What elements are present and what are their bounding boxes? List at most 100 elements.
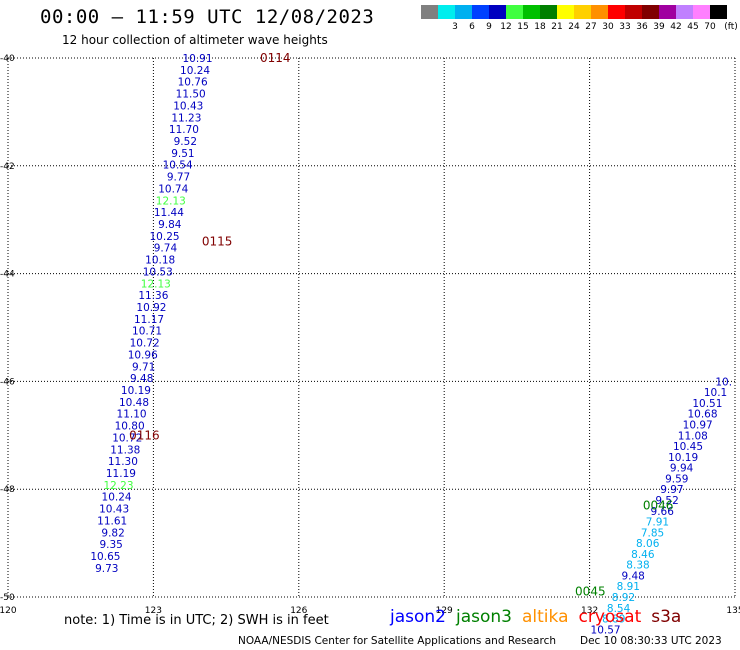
legend-unit: (ft) xyxy=(724,22,738,32)
swh-value: 10.43 xyxy=(99,504,129,516)
satellite-cryosat: cryosat xyxy=(578,607,642,627)
pass-time-label: 0046 xyxy=(643,498,674,512)
y-tick-label: -40 xyxy=(0,54,15,64)
swh-value: 8.92 xyxy=(612,592,635,604)
legend-tick-label: 27 xyxy=(585,22,597,32)
legend-tick-label: 6 xyxy=(469,22,475,32)
y-tick-label: -50 xyxy=(0,593,15,603)
legend-swatch xyxy=(659,5,676,19)
swh-value: 10.96 xyxy=(128,349,158,361)
swh-value: 11.30 xyxy=(108,456,138,468)
swh-value: 9.71 xyxy=(132,361,155,373)
legend-swatch xyxy=(676,5,693,19)
swh-value: 9.35 xyxy=(99,539,122,551)
swh-value: 10. xyxy=(715,376,732,388)
chart-title: 00:00 — 11:59 UTC 12/08/2023 xyxy=(40,6,375,28)
legend-labels: 3 6 9 12 15 18 21 24 27 30 33 36 39 42 45 70 (ft) xyxy=(421,22,740,34)
legend-swatch xyxy=(642,5,659,19)
y-tick-label: -42 xyxy=(0,162,15,172)
swh-value: 9.82 xyxy=(101,527,124,539)
legend-tick-label: 3 xyxy=(452,22,458,32)
swh-value: 12.13 xyxy=(156,195,186,207)
legend-swatches xyxy=(421,5,727,19)
satellite-s3a: s3a xyxy=(651,607,682,627)
color-legend: 3 6 9 12 15 18 21 24 27 30 33 36 39 42 45 70 (ft) xyxy=(421,5,738,32)
legend-swatch xyxy=(574,5,591,19)
swh-value: 9.59 xyxy=(665,473,688,485)
swh-value: 10.1 xyxy=(704,387,727,399)
legend-swatch xyxy=(506,5,523,19)
swh-value: 10.54 xyxy=(163,160,193,172)
swh-value: 9.97 xyxy=(660,484,683,496)
chart-subtitle: 12 hour collection of altimeter wave hei… xyxy=(62,33,328,47)
swh-value: 11.23 xyxy=(171,112,201,124)
swh-value: 10.80 xyxy=(115,421,145,433)
swh-value: 9.77 xyxy=(167,172,190,184)
swh-value: 10.24 xyxy=(102,492,132,504)
legend-swatch xyxy=(625,5,642,19)
satellite-altika: altika xyxy=(522,607,569,627)
swh-value: 10.51 xyxy=(692,398,722,410)
swh-value: 10.18 xyxy=(145,255,175,267)
credit-line: NOAA/NESDIS Center for Satellite Applica… xyxy=(238,635,556,647)
pass-time-label: 0045 xyxy=(575,585,606,599)
swh-value: 10.65 xyxy=(90,551,120,563)
x-tick-label: 120 xyxy=(0,606,17,616)
legend-swatch xyxy=(540,5,557,19)
legend-tick-label: 70 xyxy=(704,22,716,32)
swh-value: 10.48 xyxy=(119,397,149,409)
swh-value: 11.08 xyxy=(678,430,708,442)
swh-value: 10.97 xyxy=(683,420,713,432)
swh-value: 11.19 xyxy=(106,468,136,480)
legend-swatch xyxy=(455,5,472,19)
y-tick-label: -48 xyxy=(0,485,15,495)
legend-tick-label: 24 xyxy=(568,22,580,32)
swh-value: 7.91 xyxy=(646,517,669,529)
swh-value: 10.71 xyxy=(132,326,162,338)
legend-swatch xyxy=(693,5,710,19)
legend-tick-label: 33 xyxy=(619,22,631,32)
swh-value: 11.61 xyxy=(97,515,127,527)
legend-tick-label: 12 xyxy=(500,22,512,32)
swh-value: 11.44 xyxy=(154,207,184,219)
legend-swatch xyxy=(421,5,438,19)
swh-value: 10.72 xyxy=(112,432,142,444)
generated-timestamp: Dec 10 08:30:33 UTC 2023 xyxy=(580,635,722,647)
y-tick-label: -46 xyxy=(0,377,15,387)
swh-value: 10.91 xyxy=(182,53,212,65)
satellite-key: jason2 jason3 altika cryosat s3a xyxy=(390,607,691,627)
legend-tick-label: 18 xyxy=(534,22,546,32)
swh-value: 9.52 xyxy=(655,495,678,507)
legend-swatch xyxy=(710,5,727,19)
swh-value: 11.70 xyxy=(169,124,199,136)
swh-value: 10.68 xyxy=(687,409,717,421)
y-tick-label: -44 xyxy=(0,270,15,280)
swh-value: 8.91 xyxy=(617,581,640,593)
swh-value: 10.45 xyxy=(673,441,703,453)
swh-value: 10.72 xyxy=(130,338,160,350)
swh-value: 7.85 xyxy=(641,527,664,539)
swh-value: 9.74 xyxy=(154,243,178,255)
swh-value: 10.25 xyxy=(150,231,180,243)
swh-value: 10.43 xyxy=(173,100,203,112)
swh-value: 8.54 xyxy=(607,603,631,615)
swh-value: 9.52 xyxy=(174,136,197,148)
legend-tick-label: 39 xyxy=(653,22,665,32)
legend-tick-label: 42 xyxy=(670,22,682,32)
swh-value: 12.23 xyxy=(103,480,133,492)
swh-value: 9.48 xyxy=(130,373,153,385)
swh-value: 8.06 xyxy=(636,538,660,550)
x-tick-label: 135 xyxy=(726,606,740,616)
x-tick-label: 123 xyxy=(145,606,162,616)
swh-value: 10.57 xyxy=(591,624,621,636)
swh-value: 11.36 xyxy=(138,290,168,302)
x-tick-label: 129 xyxy=(436,606,453,616)
legend-swatch xyxy=(489,5,506,19)
satellite-jason3: jason3 xyxy=(456,607,512,627)
pass-time-label: 0116 xyxy=(129,428,160,442)
swh-value: 9.94 xyxy=(670,463,694,475)
swh-value: 12.13 xyxy=(141,278,171,290)
swh-value: 11.10 xyxy=(117,409,147,421)
swh-value: 11.50 xyxy=(176,89,206,101)
swh-value: 11.38 xyxy=(110,444,140,456)
